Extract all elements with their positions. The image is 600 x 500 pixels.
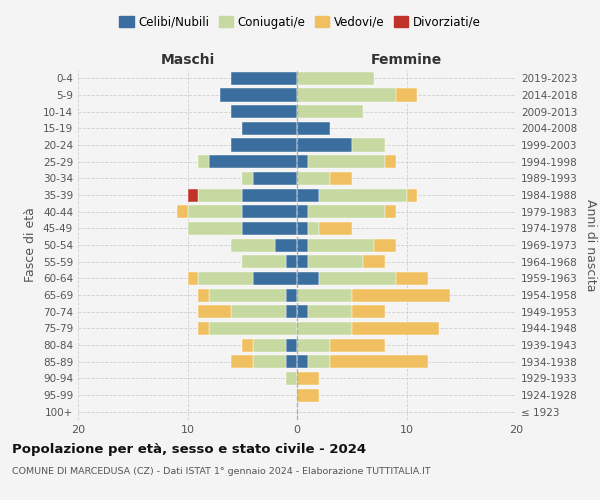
Bar: [232, 105, 297, 118]
Bar: [297, 355, 308, 368]
Bar: [297, 338, 330, 351]
Bar: [297, 122, 330, 135]
Bar: [253, 338, 286, 351]
Bar: [286, 288, 297, 302]
Text: COMUNE DI MARCEDUSA (CZ) - Dati ISTAT 1° gennaio 2024 - Elaborazione TUTTITALIA.: COMUNE DI MARCEDUSA (CZ) - Dati ISTAT 1°…: [12, 468, 431, 476]
Bar: [362, 255, 385, 268]
Bar: [286, 305, 297, 318]
Bar: [286, 255, 297, 268]
Bar: [352, 322, 439, 335]
Bar: [352, 138, 385, 151]
Bar: [187, 188, 199, 202]
Bar: [297, 272, 319, 285]
Bar: [187, 205, 242, 218]
Bar: [330, 338, 385, 351]
Bar: [242, 172, 253, 185]
Bar: [209, 155, 297, 168]
Bar: [407, 188, 418, 202]
Text: Popolazione per età, sesso e stato civile - 2024: Popolazione per età, sesso e stato civil…: [12, 442, 366, 456]
Bar: [297, 255, 308, 268]
Bar: [374, 238, 395, 252]
Bar: [319, 222, 352, 235]
Legend: Celibi/Nubili, Coniugati/e, Vedovi/e, Divorziati/e: Celibi/Nubili, Coniugati/e, Vedovi/e, Di…: [115, 11, 485, 34]
Bar: [209, 288, 286, 302]
Bar: [232, 355, 253, 368]
Bar: [297, 188, 319, 202]
Bar: [308, 155, 385, 168]
Bar: [199, 155, 209, 168]
Bar: [242, 222, 297, 235]
Bar: [220, 88, 297, 102]
Bar: [352, 305, 385, 318]
Bar: [199, 272, 253, 285]
Bar: [297, 105, 362, 118]
Bar: [275, 238, 297, 252]
Bar: [385, 155, 395, 168]
Bar: [286, 338, 297, 351]
Bar: [308, 222, 319, 235]
Bar: [242, 122, 297, 135]
Bar: [330, 172, 352, 185]
Bar: [385, 205, 395, 218]
Bar: [253, 355, 286, 368]
Bar: [297, 238, 308, 252]
Bar: [395, 88, 418, 102]
Bar: [352, 288, 450, 302]
Bar: [308, 305, 352, 318]
Bar: [232, 238, 275, 252]
Bar: [330, 355, 428, 368]
Bar: [308, 355, 330, 368]
Y-axis label: Fasce di età: Fasce di età: [25, 208, 37, 282]
Bar: [199, 322, 209, 335]
Bar: [242, 338, 253, 351]
Bar: [297, 172, 330, 185]
Bar: [199, 305, 232, 318]
Bar: [297, 288, 352, 302]
Bar: [297, 372, 319, 385]
Bar: [209, 322, 297, 335]
Bar: [297, 138, 352, 151]
Y-axis label: Anni di nascita: Anni di nascita: [584, 198, 597, 291]
Bar: [297, 155, 308, 168]
Bar: [297, 305, 308, 318]
Bar: [297, 88, 395, 102]
Bar: [297, 388, 319, 402]
Bar: [297, 72, 374, 85]
Bar: [253, 272, 297, 285]
Bar: [308, 255, 362, 268]
Bar: [199, 188, 242, 202]
Bar: [242, 188, 297, 202]
Bar: [319, 188, 407, 202]
Bar: [395, 272, 428, 285]
Bar: [176, 205, 187, 218]
Bar: [286, 372, 297, 385]
Bar: [286, 355, 297, 368]
Bar: [297, 222, 308, 235]
Bar: [187, 222, 242, 235]
Text: Femmine: Femmine: [371, 52, 442, 66]
Bar: [297, 205, 308, 218]
Bar: [242, 205, 297, 218]
Bar: [319, 272, 395, 285]
Bar: [187, 272, 199, 285]
Bar: [242, 255, 286, 268]
Bar: [253, 172, 297, 185]
Bar: [232, 72, 297, 85]
Bar: [308, 238, 374, 252]
Text: Maschi: Maschi: [160, 52, 215, 66]
Bar: [232, 138, 297, 151]
Bar: [199, 288, 209, 302]
Bar: [308, 205, 385, 218]
Bar: [232, 305, 286, 318]
Bar: [297, 322, 352, 335]
